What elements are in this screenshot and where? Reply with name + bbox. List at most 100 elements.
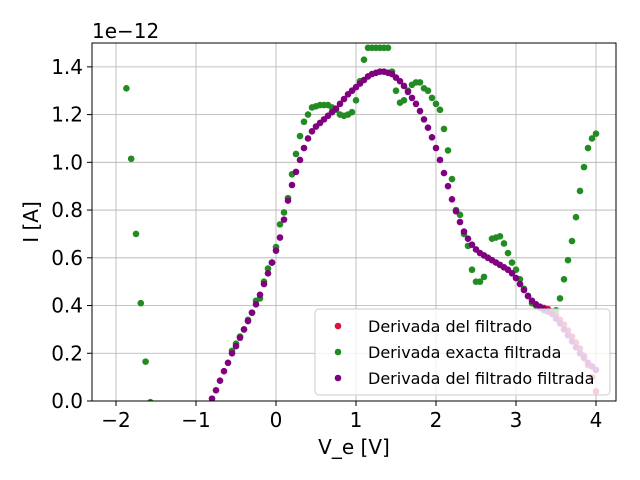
- data-point: [296, 132, 304, 140]
- data-point: [292, 150, 300, 158]
- data-point: [416, 107, 424, 115]
- data-point: [308, 128, 316, 135]
- data-point: [400, 82, 408, 90]
- data-point: [276, 221, 284, 228]
- x-tick-label: 1: [350, 408, 363, 432]
- data-point: [516, 280, 524, 288]
- data-point: [284, 197, 292, 204]
- data-point: [428, 94, 436, 102]
- data-point: [508, 270, 516, 277]
- x-tick-label: 4: [590, 408, 603, 432]
- data-point: [420, 116, 428, 123]
- data-point: [256, 291, 264, 299]
- y-tick-label: 0.8: [51, 198, 83, 222]
- data-point: [436, 106, 444, 114]
- legend-box: [314, 308, 611, 396]
- data-point: [260, 280, 268, 288]
- data-point: [240, 326, 248, 333]
- y-tick-label: 0.0: [51, 389, 83, 413]
- x-tick-label: 3: [510, 408, 523, 432]
- x-axis-label: V_e [V]: [318, 435, 390, 459]
- data-point: [276, 234, 284, 241]
- data-point: [580, 163, 588, 171]
- legend-marker: [334, 348, 342, 356]
- data-point: [336, 100, 344, 108]
- data-point: [216, 377, 224, 385]
- x-tick-label: 2: [430, 408, 443, 432]
- data-point: [508, 259, 516, 266]
- data-point: [588, 135, 596, 142]
- data-point: [520, 286, 528, 294]
- data-point: [476, 278, 484, 285]
- data-point: [147, 398, 154, 401]
- data-point: [568, 237, 576, 245]
- data-point: [404, 88, 412, 96]
- data-point: [244, 317, 252, 325]
- data-point: [232, 342, 240, 350]
- y-axis-ticks: 0.0 0.2 0.4 0.6 0.8 1.0 1.2 1.4: [51, 55, 92, 413]
- legend-label: Derivada del filtrado filtrada: [368, 369, 594, 388]
- data-point: [424, 124, 432, 132]
- data-point: [440, 169, 448, 177]
- data-point: [440, 125, 448, 133]
- data-point: [452, 207, 460, 215]
- data-point: [400, 96, 408, 104]
- data-point: [572, 213, 580, 221]
- data-point: [576, 187, 584, 195]
- data-point: [127, 155, 135, 163]
- data-point: [360, 56, 368, 64]
- y-tick-label: 0.6: [51, 246, 83, 270]
- data-point: [564, 256, 572, 264]
- data-point: [432, 144, 440, 152]
- legend: Derivada del filtrado Derivada exacta fil…: [314, 308, 611, 396]
- data-point: [340, 95, 348, 103]
- data-point: [264, 270, 272, 277]
- data-point: [142, 358, 149, 365]
- data-point: [292, 168, 300, 176]
- data-point: [252, 301, 260, 308]
- data-point: [288, 181, 296, 189]
- y-axis-label: I [A]: [19, 201, 43, 243]
- data-point: [384, 44, 392, 52]
- data-point: [556, 295, 564, 302]
- data-point: [584, 144, 592, 152]
- data-point: [220, 367, 228, 375]
- data-point: [296, 156, 304, 164]
- data-point: [332, 105, 340, 112]
- data-point: [468, 266, 476, 274]
- data-point: [264, 265, 272, 272]
- x-axis-ticks: −2 −1 0 1 2 3 4: [101, 401, 602, 432]
- data-point: [480, 273, 488, 281]
- data-point: [504, 249, 512, 257]
- data-point: [304, 135, 312, 142]
- legend-label: Derivada exacta filtrada: [368, 343, 561, 362]
- x-tick-label: −1: [181, 408, 210, 432]
- data-point: [444, 147, 452, 154]
- data-point: [224, 359, 232, 367]
- data-point: [212, 386, 220, 394]
- data-point: [272, 247, 280, 254]
- data-point: [208, 395, 216, 401]
- data-point: [132, 230, 140, 238]
- data-point: [236, 334, 244, 342]
- data-point: [464, 235, 472, 243]
- y-offset-label: 1e−12: [92, 19, 159, 43]
- data-point: [496, 233, 504, 240]
- data-point: [123, 85, 130, 92]
- axes-frame: [91, 42, 617, 402]
- data-point: [524, 292, 532, 300]
- data-point: [300, 118, 308, 126]
- data-point: [352, 96, 360, 104]
- data-point: [416, 79, 424, 86]
- data-point: [280, 209, 288, 216]
- data-point: [512, 274, 520, 282]
- data-point: [460, 228, 468, 235]
- data-point: [300, 144, 308, 152]
- x-tick-label: −2: [101, 408, 130, 432]
- data-point: [432, 100, 440, 108]
- data-point: [304, 111, 312, 118]
- y-tick-label: 1.0: [51, 150, 83, 174]
- data-point: [456, 218, 464, 226]
